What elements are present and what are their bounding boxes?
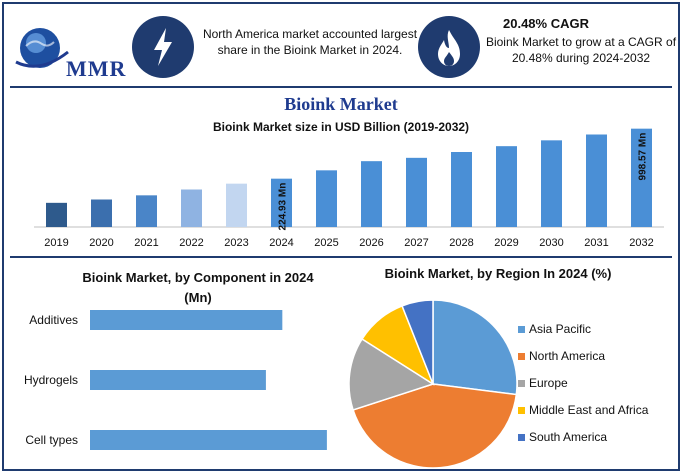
main-title: Bioink Market [284,94,398,114]
bar-2030 [541,140,562,227]
component-bar-chart: Bioink Market, by Component in 2024 (Mn)… [24,270,327,450]
logo-text: MMR [66,56,127,81]
x-tick-label-2031: 2031 [584,237,608,249]
legend-label-south-america: South America [529,430,607,444]
badge-lightning [132,16,194,78]
bar-2019 [46,202,67,227]
x-tick-label-2021: 2021 [134,237,158,249]
legend-label-europe: Europe [529,376,568,390]
bar-chart-title: Bioink Market size in USD Billion (2019-… [212,120,470,134]
x-tick-label-2025: 2025 [314,237,338,249]
badge-flame [418,16,480,78]
x-tick-label-2032: 2032 [629,237,653,249]
data-label-2024: 224.93 Mn [278,183,289,231]
bar-2027 [406,157,427,227]
badge1-text: North America market accounted largest s… [202,27,418,57]
component-label-additives: Additives [29,313,78,327]
component-label-hydrogels: Hydrogels [24,373,78,387]
component-chart-title-line1: Bioink Market, by Component in 2024 [82,270,314,285]
component-label-cell-types: Cell types [25,433,78,447]
bar-2026 [361,161,382,227]
bar-2021 [136,195,157,227]
pie-chart-title: Bioink Market, by Region In 2024 (%) [385,266,612,281]
market-size-bar-chart: 2019 2020 2021 2022 2023 2024 224.93 Mn 2025 202… [34,128,664,249]
bar-2020 [91,199,112,227]
component-bar-hydrogels [90,370,266,390]
badge2-title: 20.48% CAGR [503,16,589,31]
globe-logo-icon [15,28,69,68]
x-tick-label-2022: 2022 [179,237,203,249]
bar-2032 [631,128,652,227]
pie-slice-europe [348,337,435,411]
x-tick-label-2029: 2029 [494,237,518,249]
bar-2023 [226,183,247,227]
x-tick-label-2020: 2020 [89,237,113,249]
infographic-frame: MMR North America market accounted large… [2,2,680,471]
x-tick-label-2026: 2026 [359,237,383,249]
legend-swatch-middle-east-and-africa [518,407,525,414]
legend-label-middle-east-and-africa: Middle East and Africa [529,403,649,417]
x-tick-label-2027: 2027 [404,237,428,249]
bar-2022 [181,189,202,227]
legend-swatch-south-america [518,434,525,441]
x-tick-label-2023: 2023 [224,237,248,249]
x-tick-label-2019: 2019 [44,237,68,249]
badge2-text: Bioink Market to grow at a CAGR of 20.48… [485,35,677,65]
bar-2028 [451,152,472,227]
pie-slice-north-america [352,383,518,469]
legend-label-asia-pacific: Asia Pacific [529,322,591,336]
x-tick-label-2030: 2030 [539,237,563,249]
component-bar-additives [90,310,283,330]
bar-2029 [496,146,517,227]
bar-2025 [316,170,337,227]
bar-2031 [586,134,607,227]
header-divider [10,86,672,88]
header: MMR North America market accounted large… [4,4,678,92]
lightning-icon [154,28,172,66]
mid-divider [10,256,672,258]
data-label-2032: 998.57 Mn [638,133,649,181]
component-chart-title-line2: (Mn) [184,290,211,305]
pie-slice-south-america [401,299,434,385]
pie-slice-asia-pacific [432,299,518,396]
legend-label-north-america: North America [529,349,605,363]
bar-2024 [271,178,292,227]
legend-swatch-north-america [518,353,525,360]
component-bar-cell-types [90,430,327,450]
x-tick-label-2024: 2024 [269,237,293,249]
x-tick-label-2028: 2028 [449,237,473,249]
legend-swatch-europe [518,380,525,387]
legend-swatch-asia-pacific [518,326,525,333]
region-pie-chart: Bioink Market, by Region In 2024 (%) Asi… [348,266,649,469]
flame-icon [438,30,460,66]
